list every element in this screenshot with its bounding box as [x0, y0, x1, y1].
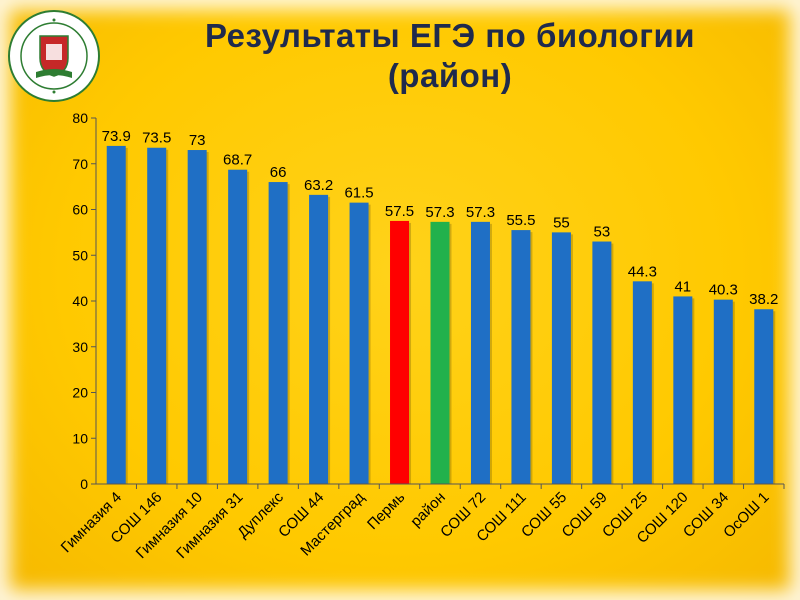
x-tick-label: Пермь	[364, 489, 408, 533]
bar	[551, 232, 571, 484]
bar	[268, 182, 288, 485]
data-label: 73.9	[102, 128, 131, 145]
bar	[187, 150, 207, 484]
data-label: 73	[189, 132, 206, 149]
title-line-1: Результаты ЕГЭ по биологии	[204, 17, 696, 54]
data-label: 55	[553, 214, 570, 231]
bar	[470, 221, 490, 485]
data-label: 44.3	[628, 263, 657, 280]
data-label: 61.5	[344, 185, 373, 202]
y-tick-label: 60	[72, 202, 88, 218]
bar	[228, 169, 248, 484]
y-tick-label: 10	[72, 430, 88, 446]
bar	[147, 147, 167, 485]
y-tick-label: 80	[72, 110, 88, 126]
bars-group	[106, 145, 776, 485]
title-line-2: (район)	[387, 57, 513, 94]
data-label: 40.3	[709, 282, 738, 299]
page-title: Результаты ЕГЭ по биологии (район)	[150, 16, 750, 96]
x-tick-label: ОсОШ 1	[720, 489, 772, 541]
y-tick-label: 0	[80, 476, 88, 492]
y-tick-label: 40	[72, 293, 88, 309]
bar	[309, 194, 329, 485]
data-label: 55.5	[506, 212, 535, 229]
bar	[349, 202, 369, 484]
data-label: 57.3	[425, 204, 454, 221]
bar	[713, 299, 733, 484]
bar	[430, 221, 450, 485]
bar	[673, 296, 693, 484]
data-label: 66	[270, 164, 287, 181]
data-label: 57.5	[385, 203, 414, 220]
data-label: 63.2	[304, 177, 333, 194]
y-tick-label: 50	[72, 247, 88, 263]
bar	[390, 220, 410, 484]
data-label: 57.3	[466, 204, 495, 221]
department-seal-logo	[8, 10, 100, 102]
data-label: 73.5	[142, 130, 171, 147]
bar	[106, 145, 126, 484]
bar	[592, 241, 612, 484]
bar	[511, 230, 531, 484]
y-axis: 0 10 20 30 40 50 60 70 80	[72, 110, 97, 492]
data-label: 38.2	[749, 291, 778, 308]
data-labels-group: 73.9 73.5 73 68.7 66 63.2 61.5 57.5 57.3 57.3 55.5…	[102, 128, 779, 308]
data-label: 53	[594, 224, 611, 241]
bar	[754, 309, 774, 484]
y-tick-label: 30	[72, 339, 88, 355]
data-label: 68.7	[223, 152, 252, 169]
bar	[632, 281, 652, 484]
x-tick-label: Гимназия 4	[58, 489, 125, 556]
data-label: 41	[674, 278, 691, 295]
y-tick-label: 70	[72, 156, 88, 172]
y-tick-label: 20	[72, 385, 88, 401]
